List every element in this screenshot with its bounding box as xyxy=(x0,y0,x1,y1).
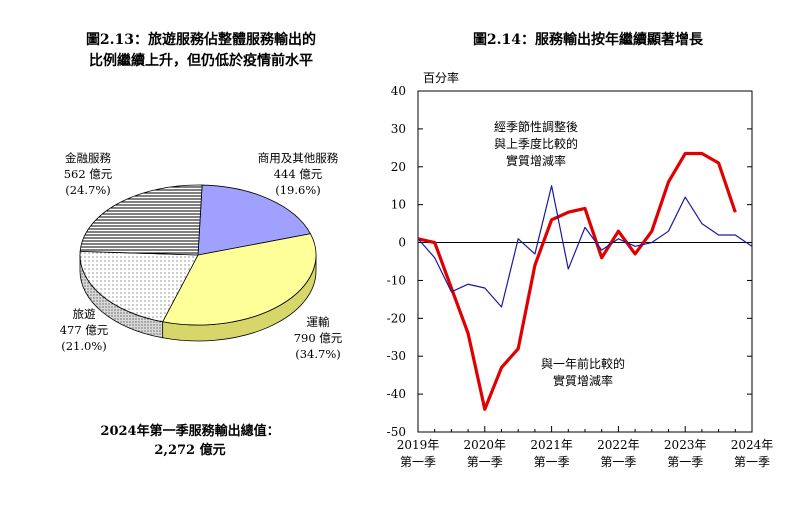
total-exports-label: 2024年第一季服務輸出總值： xyxy=(100,424,280,439)
pie-title-line-1: 圖2.13：旅遊服務佔整體服務輸出的 xyxy=(85,32,317,48)
x-tick-label-year: 2021年 xyxy=(530,438,573,452)
series-line-1 xyxy=(417,185,753,308)
x-tick-label-year: 2020年 xyxy=(464,438,507,452)
total-exports-amount: 2,272 億元 xyxy=(154,443,226,458)
x-tick-label-quarter: 第一季 xyxy=(667,455,703,469)
y-axis-label: 百分率 xyxy=(423,70,459,85)
pie-chart-title: 圖2.13：旅遊服務佔整體服務輸出的 比例繼續上升，但仍低於疫情前水平 xyxy=(36,30,366,72)
y-tick-label: -40 xyxy=(387,387,406,401)
y-tick-label: -20 xyxy=(387,311,406,325)
series-line-0 xyxy=(417,151,737,411)
x-tick-label-quarter: 第一季 xyxy=(734,455,770,469)
pie-label-2: 運輸 790 億元(34.7%) xyxy=(294,315,343,361)
y-tick-label: 0 xyxy=(398,236,406,250)
x-tick-label-year: 2024年 xyxy=(731,438,774,452)
y-tick-label: 40 xyxy=(391,84,406,98)
pie-chart: 金融服務 562 億元(24.7%) 商用及其他服務 444 億元(19.6%) 運輸 7… xyxy=(60,151,343,361)
pie-slice-3 xyxy=(79,250,199,323)
series-annotation-0: 與一年前比較的實質增減率 xyxy=(541,356,625,388)
pie-slice-2 xyxy=(162,233,317,326)
series-annotation-1: 經季節性調整後與上季度比較的實質增減率 xyxy=(494,119,578,168)
x-tick-label-year: 2023年 xyxy=(664,438,707,452)
line-chart-title: 圖2.14：服務輸出按年繼續顯著增長 xyxy=(472,32,704,48)
y-tick-label: 10 xyxy=(391,198,406,212)
y-tick-label: -50 xyxy=(387,425,406,439)
total-exports-value: 2024年第一季服務輸出總值： 2,272 億元 xyxy=(60,422,320,460)
x-tick-label-quarter: 第一季 xyxy=(534,455,570,469)
y-tick-label: 30 xyxy=(391,122,406,136)
pie-label-0: 金融服務 562 億元(24.7%) xyxy=(64,151,113,197)
x-tick-label-quarter: 第一季 xyxy=(600,455,636,469)
y-tick-label: -10 xyxy=(387,273,406,287)
x-tick-label-quarter: 第一季 xyxy=(400,455,436,469)
pie-title-line-2: 比例繼續上升，但仍低於疫情前水平 xyxy=(89,53,313,69)
pie-label-3: 旅遊 477 億元(21.0%) xyxy=(60,307,109,353)
pie-slice-1 xyxy=(197,184,312,256)
pie-label-1: 商用及其他服務 444 億元(19.6%) xyxy=(258,151,339,197)
x-tick-label-quarter: 第一季 xyxy=(467,455,503,469)
x-tick-label-year: 2022年 xyxy=(597,438,640,452)
y-tick-label: -30 xyxy=(387,349,406,363)
pie-slice-0 xyxy=(79,184,203,256)
y-tick-label: 20 xyxy=(391,160,406,174)
x-tick-label-year: 2019年 xyxy=(397,438,440,452)
